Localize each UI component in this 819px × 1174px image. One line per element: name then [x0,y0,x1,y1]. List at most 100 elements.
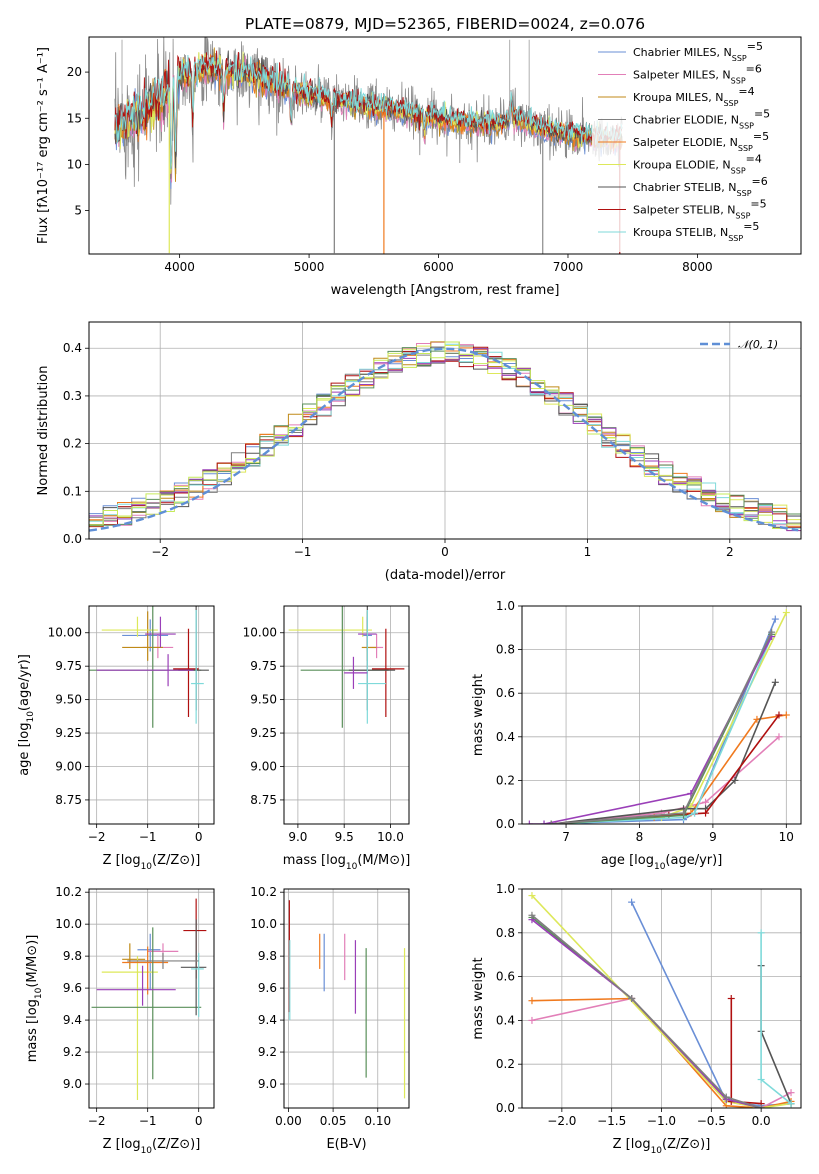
legend-label: Kroupa STELIB, NSSP=5 [633,220,759,243]
y-tick-label: 9.6 [258,981,277,995]
weight-marker [771,678,779,686]
y-axis-label: mass weight [471,957,486,1039]
y-axis-label: mass weight [471,674,486,756]
spectrum-panel: 4000 5000 6000 7000 8000 5 10 15 20 PLATE=0879, M… [36,15,802,298]
y-tick-label: 1.0 [496,599,515,613]
y-tick-label: 9.4 [258,1013,277,1027]
x-tick-label: 0 [195,830,203,844]
x-tick-label: −0.5 [697,1114,726,1128]
x-tick-label: −2 [88,830,106,844]
x-tick-label: 5000 [294,260,325,274]
x-tick-label: 8000 [682,260,713,274]
weight-marker [547,820,555,824]
x-axis-label: wavelength [Angstrom, rest frame] [331,283,560,298]
weight-marker [787,1100,795,1108]
y-tick-label: 9.8 [63,949,82,963]
y-tick-label: 0.2 [496,773,515,787]
legend-box [592,44,797,252]
weight-series [528,892,795,1108]
y-tick-label: 0.0 [496,817,515,831]
y-tick-label: 10.0 [55,917,82,931]
x-tick-label: −2 [88,1114,106,1128]
errorbars [288,900,406,1099]
y-tick-label: 9.2 [63,1045,82,1059]
plot-frame [88,321,802,540]
weight-marker [787,1089,795,1097]
y-tick-label: 9.25 [55,726,82,740]
legend-label: Chabrier MILES, NSSP=5 [633,40,763,63]
y-tick-label: 0.8 [496,643,515,657]
y-tick-label: 9.0 [63,1077,82,1091]
plot-frame [88,888,215,1109]
weight-marker [525,820,533,824]
x-axis-label: age [log10(age/yr)] [601,853,723,872]
errorbars [89,606,209,728]
x-tick-label: 7 [562,830,570,844]
x-tick-label: 0.00 [275,1114,302,1128]
weight-marker [782,609,790,617]
y-tick-label: 0.4 [496,1013,515,1027]
x-tick-label: 10 [779,830,794,844]
mass-vs-metallicity-panel: −2 −1 0 9.0 9.2 9.4 9.6 9.8 10.0 10.2 Z [log10(Z/Z… [25,885,215,1156]
y-tick-label: 0.8 [496,926,515,940]
weight-marker [528,997,536,1005]
x-axis-label: E(B-V) [326,1137,366,1152]
legend-label: Kroupa MILES, NSSP=4 [633,85,755,108]
normal-curve [89,347,799,532]
y-tick-label: 0.4 [63,341,82,355]
y-tick-label: 8.75 [250,793,277,807]
x-tick-label: 0 [441,545,449,559]
weight-line [531,914,762,1108]
legend-label: Salpeter ELODIE, NSSP=5 [633,130,769,153]
weight-marker [775,733,783,741]
weight-vs-metallicity-panel: −2.0 −1.5 −1.0 −0.5 0.0 0.0 0.2 0.4 0.6 0.8 1.0 Z [… [471,882,802,1156]
weight-vs-age-panel: 7 8 9 10 0.0 0.2 0.4 0.6 0.8 1.0 age [log10(age/yr… [471,599,802,872]
y-axis-label: Normed distribution [36,366,51,496]
y-tick-label: 9.4 [63,1013,82,1027]
weight-marker [782,711,790,719]
histograms [89,341,801,532]
y-tick-label: 0.6 [496,970,515,984]
y-tick-label: 10.2 [250,885,277,899]
x-tick-label: −1.5 [597,1114,626,1128]
x-tick-label: −1 [139,830,157,844]
age-vs-metallicity-panel: −2 −1 0 8.75 9.00 9.25 9.50 9.75 10.00 Z [log10(Z… [17,605,215,872]
y-tick-label: 0.3 [63,389,82,403]
y-tick-label: 20 [67,65,82,79]
y-tick-label: 9.00 [250,759,277,773]
legend-label: Chabrier ELODIE, NSSP=5 [633,107,770,130]
x-tick-label: −1 [139,1114,157,1128]
y-tick-label: 5 [74,204,82,218]
plot-frame [283,605,410,825]
legend-label: Chabrier STELIB, NSSP=6 [633,175,768,198]
y-tick-label: 10.0 [250,917,277,931]
legend-label: Salpeter STELIB, NSSP=5 [633,197,767,220]
y-tick-label: 9.50 [250,693,277,707]
x-tick-label: 6000 [423,260,454,274]
y-axis-label: mass [log10(M/M⊙)] [25,935,44,1063]
legend-label: Salpeter MILES, NSSP=6 [633,62,762,85]
weight-marker [628,995,636,1002]
errorbars [91,898,207,1101]
x-axis-label: Z [log10(Z/Z⊙)] [103,853,201,872]
weight-marker [702,798,710,806]
x-axis-label: mass [log10(M/M⊙)] [283,853,411,872]
weight-series [525,609,790,824]
weight-marker [757,1104,765,1108]
weight-marker [757,1076,765,1084]
y-tick-label: 0.0 [63,532,82,546]
weight-line [551,636,773,824]
x-tick-label: 4000 [164,260,195,274]
y-tick-label: 9.6 [63,981,82,995]
x-axis-label: (data-model)/error [385,568,506,583]
plot-frame [521,888,802,1109]
x-tick-label: −1.0 [647,1114,676,1128]
residuals-panel: −2 −1 0 1 2 0.0 0.1 0.2 0.3 0.4 (data-model)/error… [36,321,802,583]
y-tick-label: 10.2 [55,885,82,899]
x-tick-label: 0 [195,1114,203,1128]
y-tick-label: 8.75 [55,793,82,807]
chart-title: PLATE=0879, MJD=52365, FIBERID=0024, z=0… [245,15,645,33]
y-tick-label: 10.00 [48,626,82,640]
weight-marker [528,911,536,919]
